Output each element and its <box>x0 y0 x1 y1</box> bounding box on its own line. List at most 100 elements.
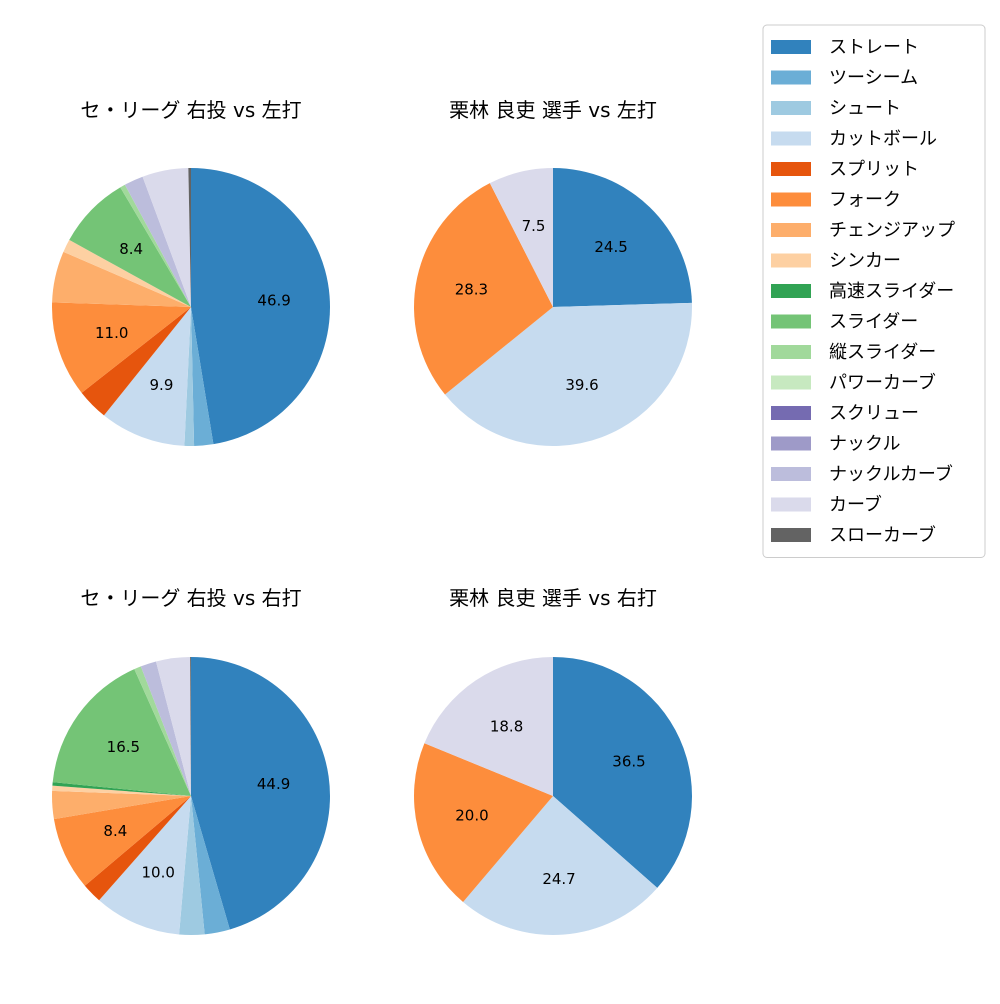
legend-swatch <box>771 314 811 329</box>
legend-swatch <box>771 162 811 176</box>
pie-slice <box>84 796 191 901</box>
pie-slice <box>191 796 230 935</box>
legend-label: 縦スライダー <box>829 342 936 363</box>
slice-label: 16.5 <box>107 738 140 756</box>
legend-swatch <box>771 375 811 390</box>
slice-label: 10.0 <box>141 864 174 882</box>
slice-label: 28.3 <box>455 281 488 299</box>
pie-slice <box>190 657 191 796</box>
legend-item: カットボール <box>771 129 937 150</box>
pie-slice <box>52 782 191 796</box>
pie-charts: セ・リーグ 右投 vs 左打 46.9 9.9 11.0 8.4 栗林 良吏 選手 vs … <box>52 98 692 935</box>
pie-slice <box>179 796 205 935</box>
legend-label: フォーク <box>829 190 901 211</box>
legend-item: ストレート <box>771 37 919 58</box>
pie-slice <box>52 785 191 796</box>
pie-chart-1: セ・リーグ 右投 vs 左打 46.9 9.9 11.0 8.4 <box>52 98 331 446</box>
pie-slice <box>81 307 191 416</box>
legend-item: チェンジアップ <box>771 220 955 241</box>
chart-title: セ・リーグ 右投 vs 左打 <box>80 98 301 122</box>
pie-slice <box>99 796 191 935</box>
legend-item: ツーシーム <box>771 68 918 89</box>
slice-label: 9.9 <box>150 376 174 394</box>
legend-item: シュート <box>771 98 901 119</box>
legend-swatch <box>771 70 811 85</box>
legend-item: 縦スライダー <box>771 342 936 363</box>
slice-label: 36.5 <box>612 753 645 771</box>
legend-swatch <box>771 101 811 115</box>
legend-label: ナックルカーブ <box>829 463 953 485</box>
legend-item: スライダー <box>771 312 918 333</box>
legend-label: ツーシーム <box>829 68 918 89</box>
slice-label: 8.4 <box>103 822 127 840</box>
pie-slice <box>489 168 553 307</box>
legend-swatch <box>771 223 811 237</box>
pie-slice <box>191 657 331 930</box>
legend-item: 高速スライダー <box>771 281 954 302</box>
pie-slice <box>63 239 192 307</box>
slice-label: 7.5 <box>522 217 546 235</box>
chart-title: 栗林 良吏 選手 vs 左打 <box>449 98 657 122</box>
pie-slice <box>124 176 191 307</box>
pie-slice <box>69 187 191 307</box>
legend-item: カーブ <box>771 494 882 516</box>
pie-slice <box>140 661 191 796</box>
pie-slice <box>52 251 192 307</box>
legend-label: パワーカーブ <box>829 372 936 394</box>
legend-swatch <box>771 192 811 207</box>
pie-slice <box>444 302 692 446</box>
legend-label: シンカー <box>829 251 901 272</box>
pie-slice <box>52 302 191 393</box>
pie-slice <box>553 168 692 307</box>
legend-swatch <box>771 406 811 420</box>
slice-label: 11.0 <box>95 324 128 342</box>
legend-label: スプリット <box>829 159 919 180</box>
legend-swatch <box>771 528 811 542</box>
legend-swatch <box>771 436 811 451</box>
pie-slice <box>142 168 191 307</box>
slice-label: 24.5 <box>594 238 627 256</box>
legend-item: スクリュー <box>771 403 919 424</box>
legend-swatch <box>771 467 811 481</box>
legend-label: シュート <box>829 98 901 119</box>
legend-item: パワーカーブ <box>771 372 936 394</box>
pie-slice <box>188 168 191 307</box>
legend-item: スローカーブ <box>771 524 936 546</box>
pie-slice <box>53 796 191 886</box>
legend-label: 高速スライダー <box>829 281 954 302</box>
legend: ストレートツーシームシュートカットボールスプリットフォークチェンジアップシンカー… <box>762 24 986 558</box>
legend-swatch <box>771 345 811 359</box>
pie-slice <box>463 796 658 935</box>
legend-label: カーブ <box>829 494 882 516</box>
pie-chart-2: 栗林 良吏 選手 vs 左打 24.5 39.6 28.3 7.5 <box>413 98 692 446</box>
legend-label: カットボール <box>829 129 937 150</box>
pie-slice <box>184 307 195 446</box>
pie-chart-4: 栗林 良吏 選手 vs 右打 36.5 24.7 20.0 18.8 <box>413 586 692 935</box>
pie-slice <box>553 657 692 888</box>
pie-slice <box>120 184 191 307</box>
pie-slice <box>134 666 191 796</box>
pie-chart-3: セ・リーグ 右投 vs 右打 44.9 10.0 8.4 16.5 <box>52 586 331 935</box>
legend-label: ナックル <box>829 434 900 455</box>
legend-item: スプリット <box>771 159 919 180</box>
pie-slice <box>191 168 331 445</box>
pie-slice <box>413 743 553 902</box>
legend-item: ナックルカーブ <box>771 463 953 485</box>
legend-item: フォーク <box>771 190 901 211</box>
legend-swatch <box>771 253 811 268</box>
slice-label: 46.9 <box>257 291 290 309</box>
legend-label: スライダー <box>829 312 918 333</box>
legend-label: チェンジアップ <box>829 220 955 241</box>
chart-title: セ・リーグ 右投 vs 右打 <box>80 586 301 610</box>
slice-label: 18.8 <box>490 718 523 736</box>
pie-slice <box>413 183 553 395</box>
legend-swatch <box>771 497 811 512</box>
legend-swatch <box>771 131 811 146</box>
legend-label: ストレート <box>829 37 919 58</box>
chart-title: 栗林 良吏 選手 vs 右打 <box>449 586 657 610</box>
pie-slice <box>191 307 214 446</box>
pie-slice <box>103 307 191 446</box>
slice-label: 20.0 <box>455 807 488 825</box>
legend-swatch <box>771 40 811 54</box>
